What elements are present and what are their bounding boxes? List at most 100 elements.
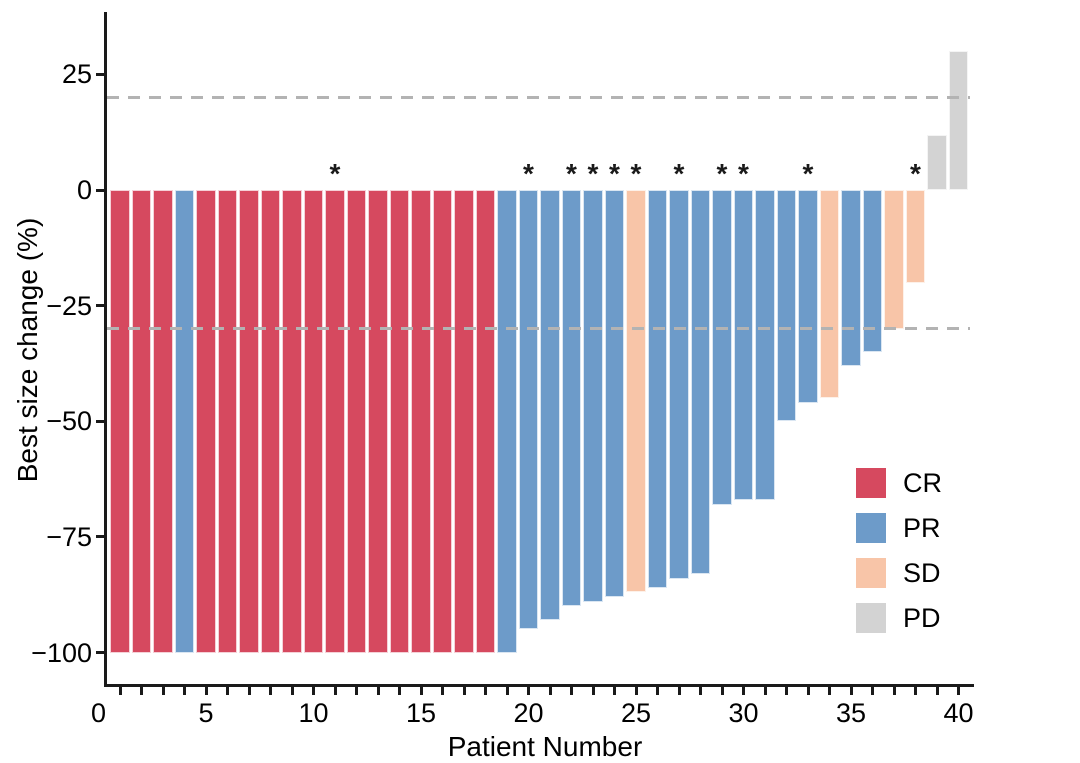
bar-patient-37-sd: [884, 190, 904, 329]
x-axis-tick-label: 5: [198, 698, 214, 728]
bar-patient-3-cr: [153, 190, 173, 653]
significance-asterisk: *: [329, 158, 341, 189]
bar-patient-22-pr: [561, 190, 582, 607]
significance-asterisk: *: [738, 158, 749, 189]
x-axis-tick: [183, 687, 186, 695]
bar-patient-16-cr: [432, 190, 453, 653]
y-axis-tick-label: −100: [31, 637, 92, 668]
x-axis-tick: [892, 687, 896, 695]
x-axis-tick-label: 30: [728, 698, 759, 728]
x-axis-tick: [398, 687, 401, 695]
x-axis-tick: [591, 687, 595, 695]
bar-patient-15-cr: [411, 190, 431, 653]
bar-patient-40-pd: [948, 51, 969, 190]
bar-patient-36-pr: [862, 190, 883, 352]
x-axis-tick: [828, 687, 831, 695]
legend-swatch-pd: [856, 603, 886, 633]
bar-patient-32-pr: [776, 190, 797, 422]
x-axis-tick: [785, 687, 788, 695]
x-axis-tick: [720, 687, 724, 695]
x-axis-tick-label: 15: [405, 698, 437, 728]
x-axis-tick: [204, 687, 208, 695]
legend-swatch-pr: [856, 513, 886, 543]
y-axis-spine: [104, 12, 107, 686]
bar-patient-6-cr: [217, 190, 238, 653]
reference-line-plus20: [107, 96, 970, 99]
y-axis-tick: [96, 535, 105, 539]
significance-asterisk: *: [802, 158, 814, 189]
y-axis-tick-label: −50: [46, 406, 92, 437]
x-axis-tick: [634, 687, 638, 695]
bar-patient-1-cr: [110, 190, 130, 653]
bar-patient-13-cr: [368, 190, 388, 653]
bar-patient-23-pr: [583, 190, 603, 602]
bar-patient-10-cr: [303, 190, 324, 653]
legend-swatch-cr: [856, 468, 886, 498]
x-axis-tick: [419, 687, 423, 695]
x-axis-tick-label: 10: [298, 698, 329, 728]
bar-patient-26-pr: [647, 190, 668, 588]
x-axis-tick: [462, 687, 466, 695]
bar-patient-28-pr: [690, 190, 711, 574]
x-axis-tick: [312, 687, 315, 695]
x-axis-tick-label: 35: [835, 698, 867, 728]
x-axis-tick: [441, 687, 444, 695]
x-axis-tick: [290, 687, 294, 695]
significance-asterisk: *: [587, 158, 599, 189]
y-axis-tick-label: −75: [46, 521, 92, 552]
x-axis-tick: [935, 687, 939, 695]
bar-patient-39-pd: [927, 134, 947, 190]
x-axis-tick: [957, 687, 960, 695]
y-axis-tick: [96, 651, 105, 654]
x-axis-tick: [677, 687, 681, 695]
x-axis-tick: [548, 687, 552, 695]
legend-label-cr: CR: [903, 468, 942, 498]
y-axis-tick-label: 25: [61, 59, 92, 90]
x-axis-tick: [333, 687, 337, 695]
y-axis-tick: [96, 419, 105, 423]
bar-patient-11-cr: [325, 190, 345, 653]
x-axis-tick-label: 25: [620, 698, 652, 728]
x-axis-tick-label: 0: [90, 698, 107, 728]
x-axis-tick: [355, 687, 358, 695]
significance-asterisk: *: [566, 158, 577, 189]
significance-asterisk: *: [673, 158, 685, 189]
y-axis-tick: [96, 188, 105, 192]
x-axis-tick: [376, 687, 380, 695]
bar-patient-4-pr: [174, 190, 195, 653]
bar-patient-30-pr: [733, 190, 754, 500]
bar-patient-5-cr: [196, 190, 216, 653]
x-axis-tick-label: 40: [943, 698, 974, 728]
legend-label-pr: PR: [903, 513, 941, 543]
bar-patient-17-cr: [454, 190, 474, 653]
legend-swatch-sd: [856, 558, 886, 588]
bar-patient-8-cr: [260, 190, 281, 653]
x-axis-tick: [914, 687, 917, 695]
x-axis-tick: [527, 687, 530, 695]
x-axis-tick: [871, 687, 874, 695]
y-axis-title: Best size change (%): [12, 217, 43, 483]
bar-patient-2-cr: [131, 190, 152, 653]
bar-patient-24-pr: [604, 190, 625, 597]
y-axis-tick: [96, 304, 105, 308]
bar-patient-20-pr: [518, 190, 539, 630]
x-axis-tick: [140, 687, 143, 695]
significance-asterisk: *: [609, 158, 620, 189]
x-axis-tick-label: 20: [513, 698, 544, 728]
x-axis-tick: [763, 687, 767, 695]
x-axis-spine: [104, 684, 974, 687]
legend-label-pd: PD: [903, 603, 941, 633]
bar-patient-34-sd: [819, 190, 840, 399]
x-axis-tick: [849, 687, 853, 695]
significance-asterisk: *: [523, 158, 534, 189]
x-axis-tick: [161, 687, 165, 695]
bar-patient-21-pr: [540, 190, 560, 621]
y-axis-tick: [96, 72, 105, 76]
bar-patient-14-cr: [389, 190, 410, 653]
x-axis-tick: [699, 687, 702, 695]
bar-patient-12-cr: [346, 190, 367, 653]
legend-label-sd: SD: [903, 558, 941, 588]
x-axis-tick: [570, 687, 573, 695]
x-axis-tick: [484, 687, 487, 695]
